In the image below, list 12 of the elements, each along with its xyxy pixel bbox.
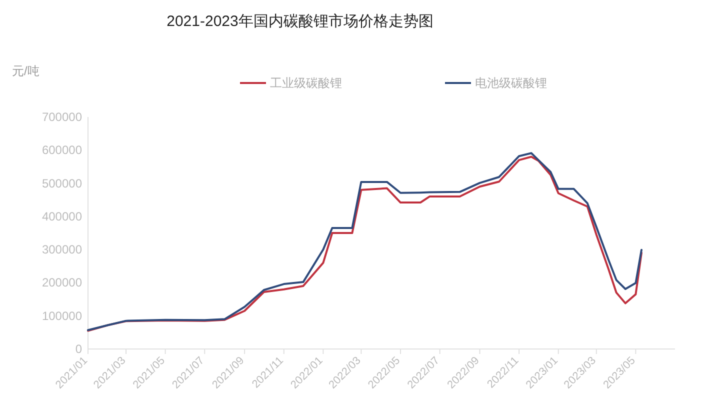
legend-label: 电池级碳酸锂 xyxy=(475,76,547,90)
y-tick-label: 100000 xyxy=(42,308,82,323)
y-tick-label: 400000 xyxy=(42,209,82,224)
y-tick-label: 200000 xyxy=(42,276,82,290)
y-tick-label: 0 xyxy=(75,342,82,356)
legend-label: 工业级碳酸锂 xyxy=(270,76,342,90)
chart-title: 2021-2023年国内碳酸锂市场价格走势图 xyxy=(166,13,434,30)
y-tick-label: 600000 xyxy=(42,143,82,158)
y-tick-label: 700000 xyxy=(42,110,82,124)
y-axis-title: 元/吨 xyxy=(12,64,40,78)
y-tick-label: 500000 xyxy=(42,176,82,190)
y-tick-label: 300000 xyxy=(42,242,82,257)
